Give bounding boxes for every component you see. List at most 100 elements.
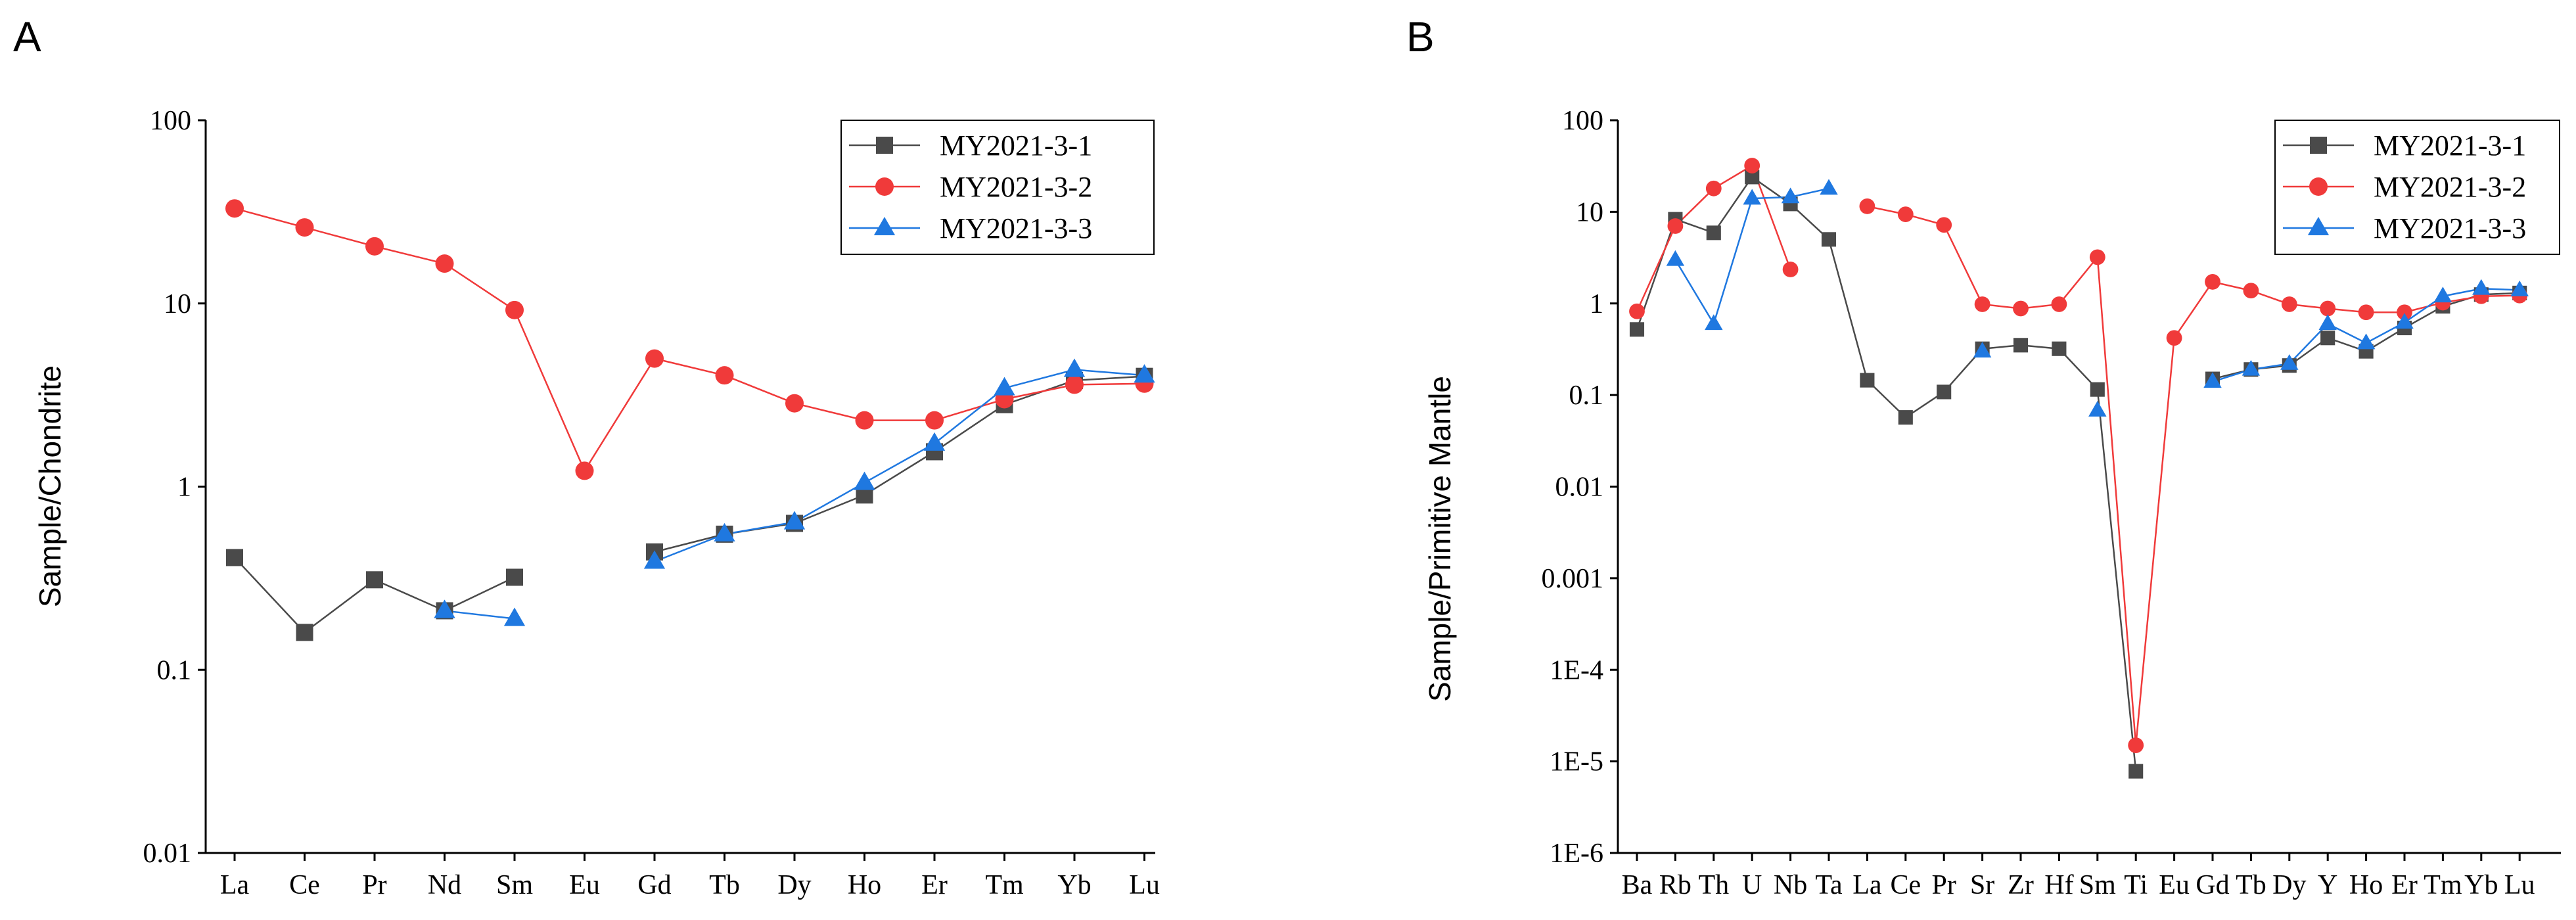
data-point-2 — [1974, 296, 1990, 312]
data-point-1 — [1629, 322, 1645, 337]
data-point-1 — [2052, 341, 2067, 356]
y-tick-label: 1E-6 — [1550, 839, 1603, 869]
series-line-1 — [654, 375, 1145, 553]
x-tick-label: Dy — [2272, 870, 2306, 900]
y-axis-label: Sample/Primitive Mantle — [1423, 376, 1457, 702]
data-point-3 — [1743, 189, 1761, 205]
data-point-1 — [1898, 410, 1913, 425]
legend-marker — [2307, 217, 2330, 236]
data-point-1 — [1821, 232, 1837, 247]
x-tick-label: Ce — [1890, 870, 1921, 900]
data-point-1 — [2320, 331, 2335, 346]
data-point-1 — [2128, 764, 2144, 779]
x-tick-label: Th — [1698, 870, 1729, 900]
y-tick-label: 1E-4 — [1550, 655, 1603, 685]
data-point-2 — [1667, 218, 1684, 234]
data-point-3 — [1134, 364, 1155, 383]
legend-marker — [873, 217, 896, 236]
x-tick-label: Lu — [2504, 870, 2535, 900]
chart-panel-a: A 0.01 0.1 1 10 100 La Ce Pr Nd Sm Eu Gd Tb Dy Ho Er Tm Yb… — [13, 13, 1160, 900]
x-tick-label: Ho — [2349, 870, 2383, 900]
series-line-2 — [1867, 205, 2520, 746]
series-line-3 — [654, 369, 1145, 563]
y-tick-label: 1 — [177, 472, 191, 503]
panel-letter: B — [1406, 13, 1435, 60]
data-point-2 — [505, 300, 524, 319]
data-point-2 — [2281, 296, 2297, 312]
x-tick-label: Ta — [1815, 870, 1843, 900]
data-point-3 — [1820, 179, 1838, 195]
data-point-1 — [506, 568, 523, 586]
x-tick-label: Rb — [1659, 870, 1691, 900]
data-point-2 — [1705, 180, 1722, 196]
x-tick-label: Tm — [2424, 870, 2462, 900]
x-tick-label: Nb — [1774, 870, 1807, 900]
data-point-2 — [2358, 304, 2374, 321]
data-point-3 — [2510, 280, 2529, 296]
data-point-3 — [643, 550, 666, 569]
data-point-2 — [2320, 300, 2336, 317]
panel-letter: A — [13, 13, 41, 60]
data-point-2 — [575, 461, 594, 480]
data-point-3 — [434, 599, 455, 618]
data-point-2 — [2089, 249, 2105, 265]
legend-label: MY2021-3-1 — [2374, 129, 2526, 162]
legend-label: MY2021-3-1 — [940, 129, 1092, 162]
series-line-1 — [234, 557, 515, 634]
x-tick-label: Er — [921, 870, 948, 900]
series-line-1 — [1636, 175, 2137, 771]
data-point-3 — [2433, 287, 2452, 303]
data-point-1 — [1706, 225, 1721, 241]
data-point-3 — [783, 511, 806, 530]
x-tick-label: Gd — [2196, 870, 2229, 900]
data-point-1 — [1937, 384, 1952, 400]
data-point-1 — [1860, 373, 1875, 388]
chart-panel-b: B 1E-6 1E-5 1E-4 0.001 0.01 0.1 1 10 100 Ba Rb Th U Nb… — [1406, 13, 2561, 900]
data-point-3 — [503, 607, 526, 626]
data-point-2 — [785, 394, 804, 413]
series-line-2 — [234, 208, 1145, 473]
x-tick-label: Y — [2318, 870, 2337, 900]
legend-label: MY2021-3-2 — [940, 171, 1092, 203]
data-point-2 — [715, 366, 734, 385]
series-line-3 — [444, 610, 515, 620]
data-point-2 — [645, 349, 664, 368]
x-tick-label: Lu — [1129, 870, 1160, 900]
x-tick-label: Tb — [2236, 870, 2266, 900]
x-tick-label: Pr — [362, 870, 386, 900]
data-point-2 — [295, 218, 314, 237]
legend-marker — [876, 137, 893, 154]
data-point-3 — [2318, 314, 2337, 331]
x-tick-label: Pr — [1932, 870, 1956, 900]
data-point-3 — [854, 471, 875, 490]
x-tick-label: Eu — [2159, 870, 2190, 900]
data-point-2 — [2128, 737, 2144, 753]
data-point-3 — [714, 522, 735, 541]
series-line-3 — [1674, 187, 1829, 326]
data-point-2 — [1897, 206, 1914, 223]
y-tick-label: 100 — [1562, 106, 1603, 136]
x-tick-label: Yb — [1057, 870, 1091, 900]
x-tick-label: Ti — [2124, 870, 2148, 900]
data-point-1 — [2090, 382, 2105, 397]
data-point-3 — [1973, 342, 1992, 358]
x-tick-label: Sm — [2079, 870, 2116, 900]
y-tick-label: 1E-5 — [1550, 747, 1603, 777]
legend-label: MY2021-3-2 — [2374, 171, 2526, 203]
x-tick-label: Sr — [1970, 870, 1994, 900]
x-tick-label: Gd — [637, 870, 671, 900]
data-point-2 — [1936, 217, 1952, 233]
data-point-1 — [296, 624, 313, 641]
data-point-2 — [2397, 304, 2412, 321]
y-tick-label: 0.01 — [1555, 472, 1604, 503]
data-point-2 — [1782, 262, 1799, 277]
y-tick-label: 10 — [1576, 197, 1603, 227]
data-point-2 — [1859, 198, 1875, 214]
x-tick-label: Tb — [709, 870, 740, 900]
legend-marker — [2309, 177, 2328, 196]
legend-label: MY2021-3-3 — [940, 212, 1092, 244]
y-tick-label: 0.1 — [1569, 380, 1604, 411]
x-tick-label: Tm — [985, 870, 1024, 900]
data-point-2 — [365, 237, 384, 256]
x-tick-label: Ce — [289, 870, 320, 900]
